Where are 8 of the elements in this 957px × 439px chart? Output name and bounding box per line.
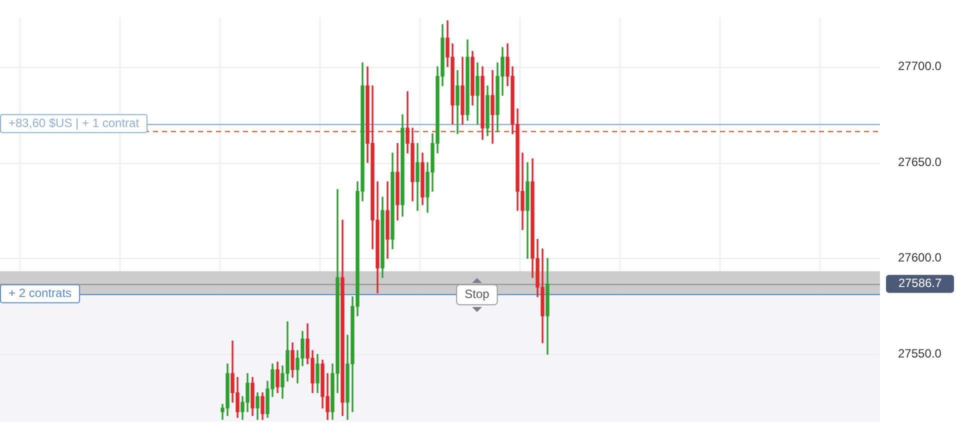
y-tick-label: 27700.0 xyxy=(898,58,942,73)
y-tick-label: 27600.0 xyxy=(898,250,942,265)
ref-line-label: +83,60 $US | + 1 contrat xyxy=(8,116,140,130)
ref-line-label: + 2 contrats xyxy=(8,286,72,300)
ref-line-label: 27586.7 xyxy=(898,276,942,290)
annotation: Stop xyxy=(464,287,490,302)
y-tick-label: 27550.0 xyxy=(898,346,942,361)
y-tick-label: 27650.0 xyxy=(898,154,942,169)
